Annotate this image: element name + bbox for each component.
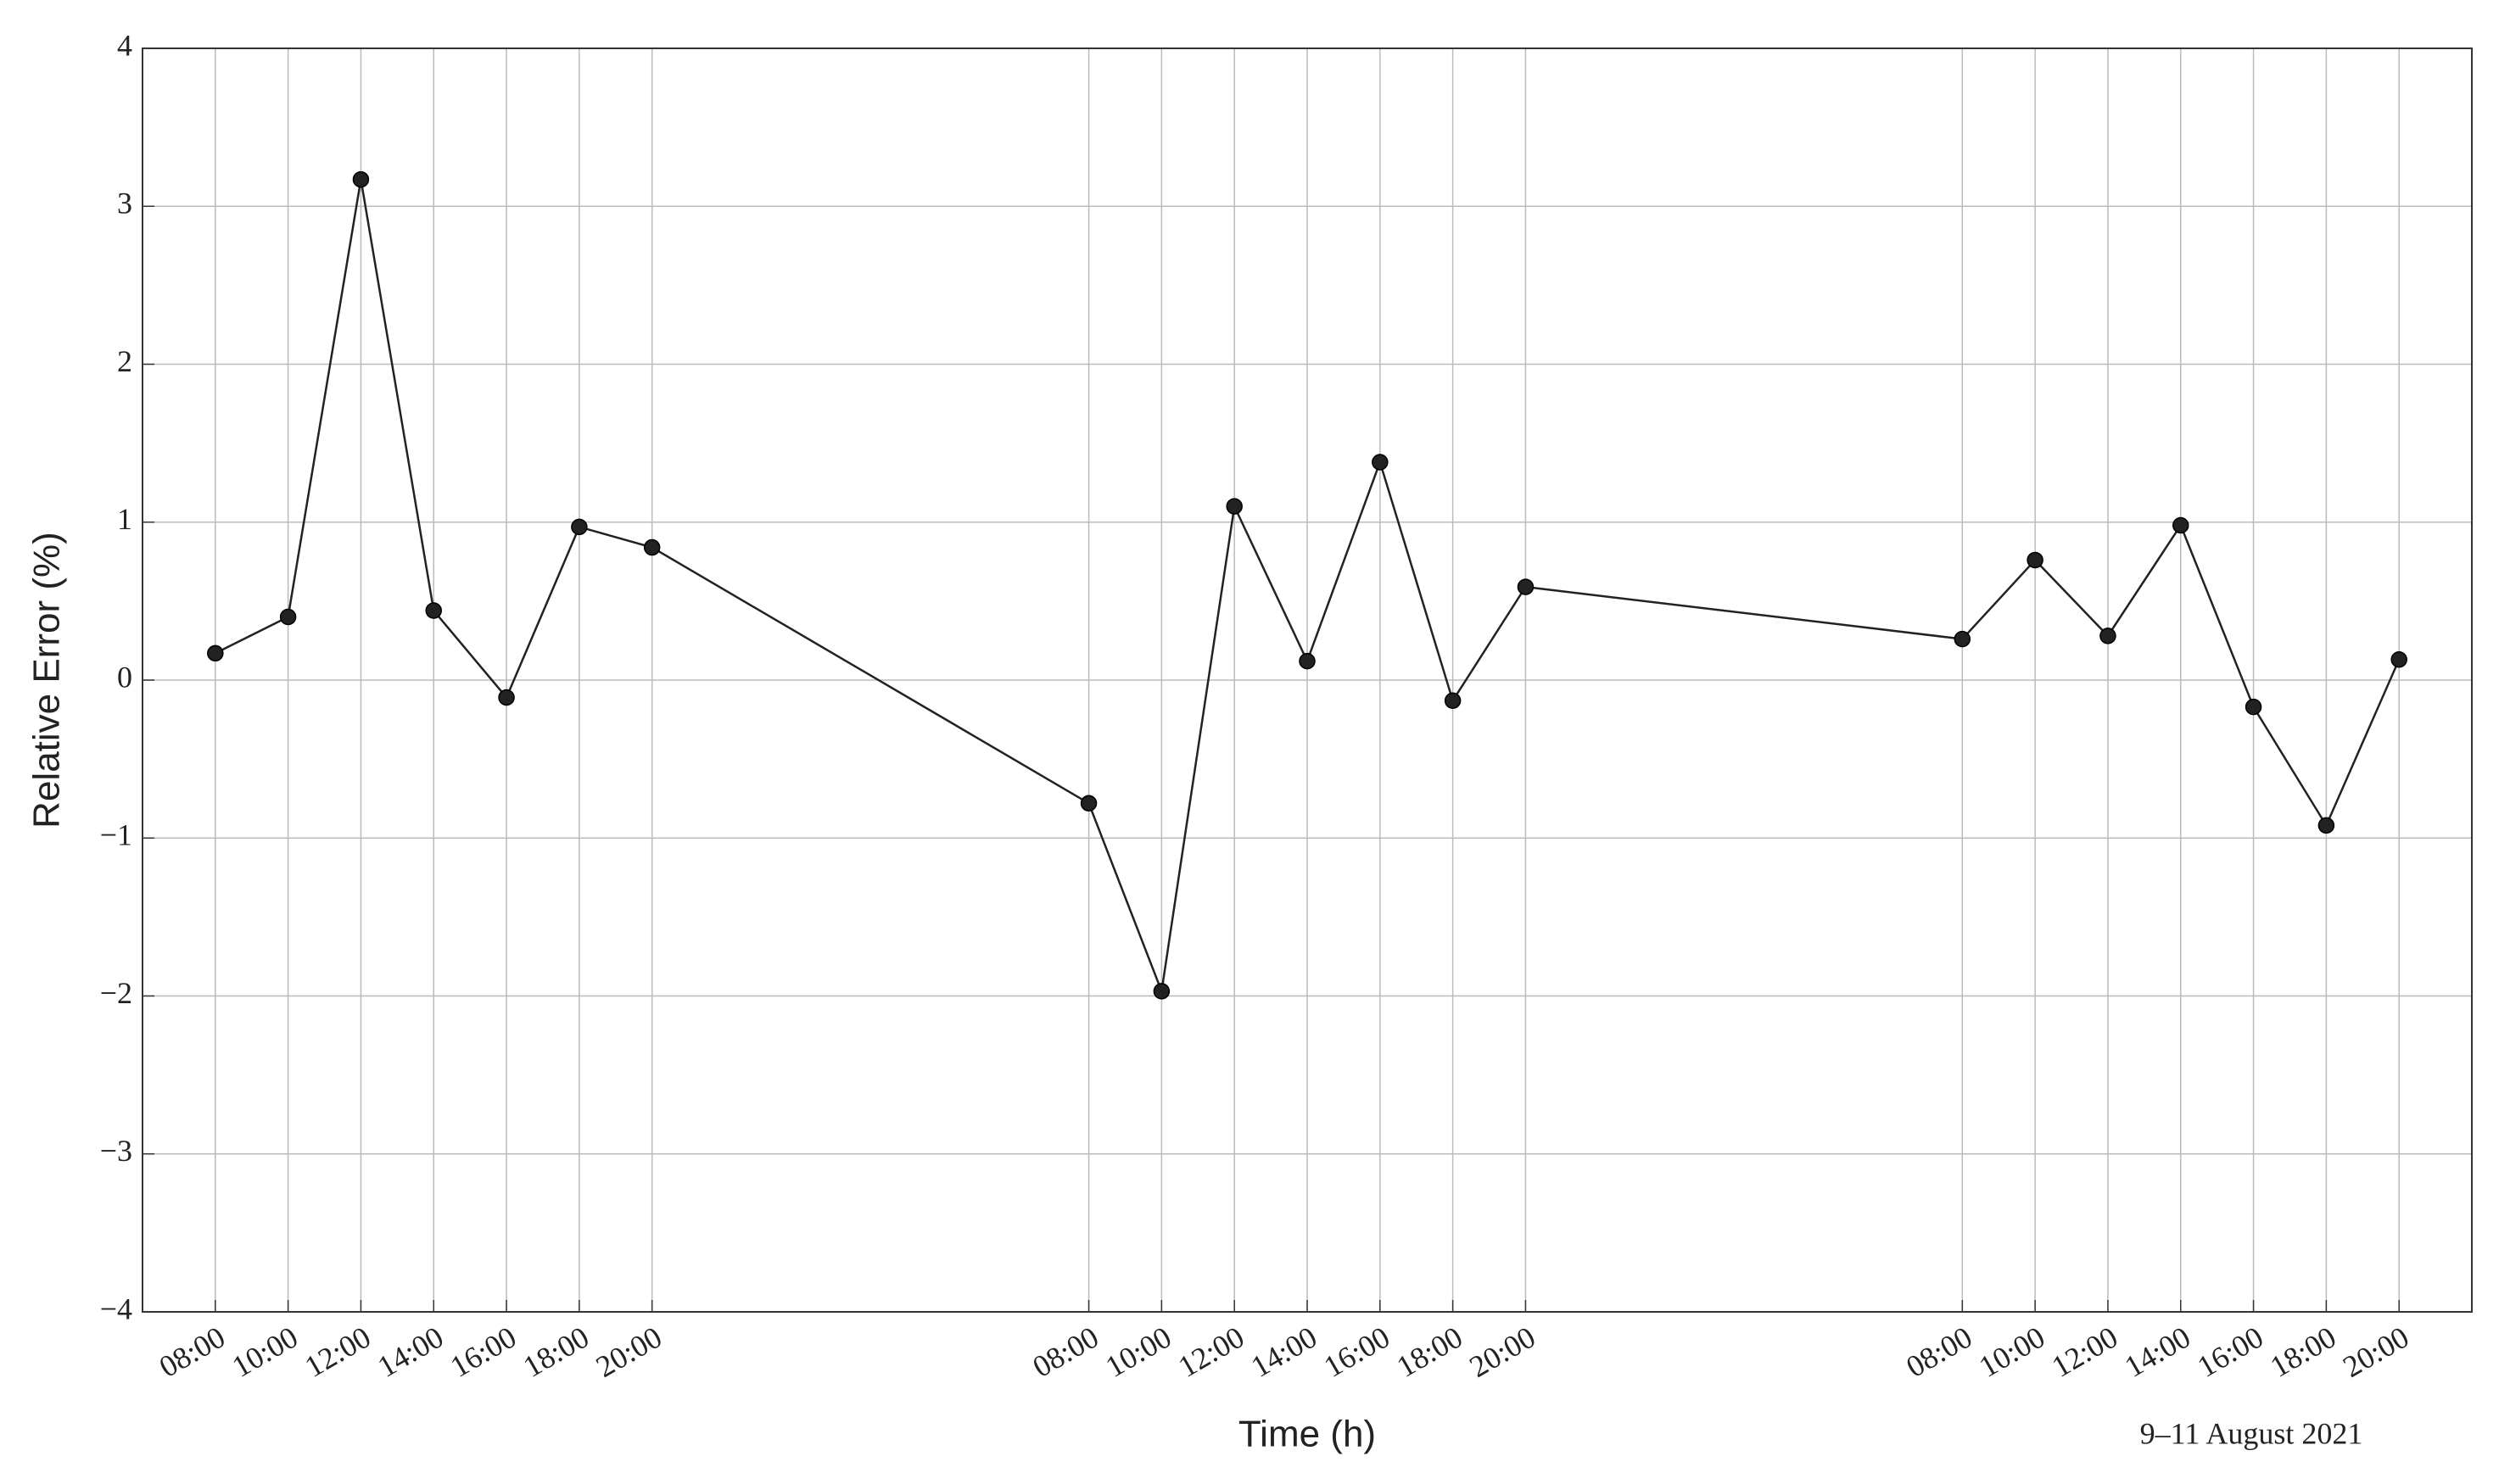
x-tick-label: 10:00 [1099, 1319, 1177, 1384]
data-point [2317, 817, 2335, 834]
x-axis-label: Time (h) [1238, 1414, 1376, 1455]
x-tick-label: 08:00 [154, 1319, 231, 1384]
y-axis-label: Relative Error (%) [26, 532, 68, 828]
data-point [1517, 578, 1535, 595]
x-tick-label: 12:00 [299, 1319, 377, 1384]
y-tick-label: 3 [117, 187, 132, 220]
y-tick-label: 2 [117, 344, 132, 378]
y-tick-label: −2 [100, 976, 132, 1010]
data-point [2390, 651, 2407, 668]
plot-frame [142, 47, 2473, 1313]
y-tick-label: −3 [100, 1134, 132, 1168]
x-tick-label: 10:00 [1973, 1319, 2050, 1384]
x-tick-label: 20:00 [1464, 1319, 1541, 1384]
y-tick-label: 1 [117, 502, 132, 536]
data-point [207, 644, 224, 662]
data-point [1226, 498, 1243, 515]
x-tick-label: 18:00 [2264, 1319, 2341, 1384]
data-point [279, 608, 297, 626]
data-point [1954, 630, 1971, 648]
x-tick-label: 14:00 [2119, 1319, 2196, 1384]
x-tick-label: 20:00 [590, 1319, 668, 1384]
data-point [2245, 698, 2262, 716]
data-point [1444, 692, 1462, 709]
data-point [643, 538, 661, 556]
data-point [498, 689, 515, 706]
x-tick-label: 08:00 [1027, 1319, 1104, 1384]
y-tick-label: 0 [117, 660, 132, 694]
x-tick-label: 18:00 [1391, 1319, 1468, 1384]
x-tick-label: 16:00 [444, 1319, 522, 1384]
data-point [571, 518, 588, 536]
data-point [1299, 652, 1316, 670]
data-point [1372, 454, 1389, 471]
date-annotation: 9–11 August 2021 [2140, 1416, 2363, 1450]
x-tick-label: 16:00 [1318, 1319, 1395, 1384]
x-tick-label: 14:00 [1245, 1319, 1322, 1384]
x-tick-label: 20:00 [2337, 1319, 2414, 1384]
x-tick-label: 18:00 [517, 1319, 595, 1384]
x-tick-label: 16:00 [2192, 1319, 2269, 1384]
x-tick-label: 10:00 [226, 1319, 304, 1384]
x-tick-label: 12:00 [1172, 1319, 1250, 1384]
y-tick-label: −4 [100, 1292, 132, 1325]
data-point [2172, 516, 2189, 534]
x-tick-label: 14:00 [372, 1319, 449, 1384]
data-point [2027, 551, 2043, 569]
y-tick-label: 4 [117, 28, 132, 62]
x-tick-label: 08:00 [1900, 1319, 1977, 1384]
data-point [2099, 628, 2116, 644]
data-point [1153, 983, 1171, 1000]
data-point [352, 170, 370, 188]
data-point [1080, 795, 1098, 812]
y-tick-label: −1 [100, 818, 132, 852]
data-point [425, 602, 442, 619]
x-tick-label: 12:00 [2046, 1319, 2123, 1384]
